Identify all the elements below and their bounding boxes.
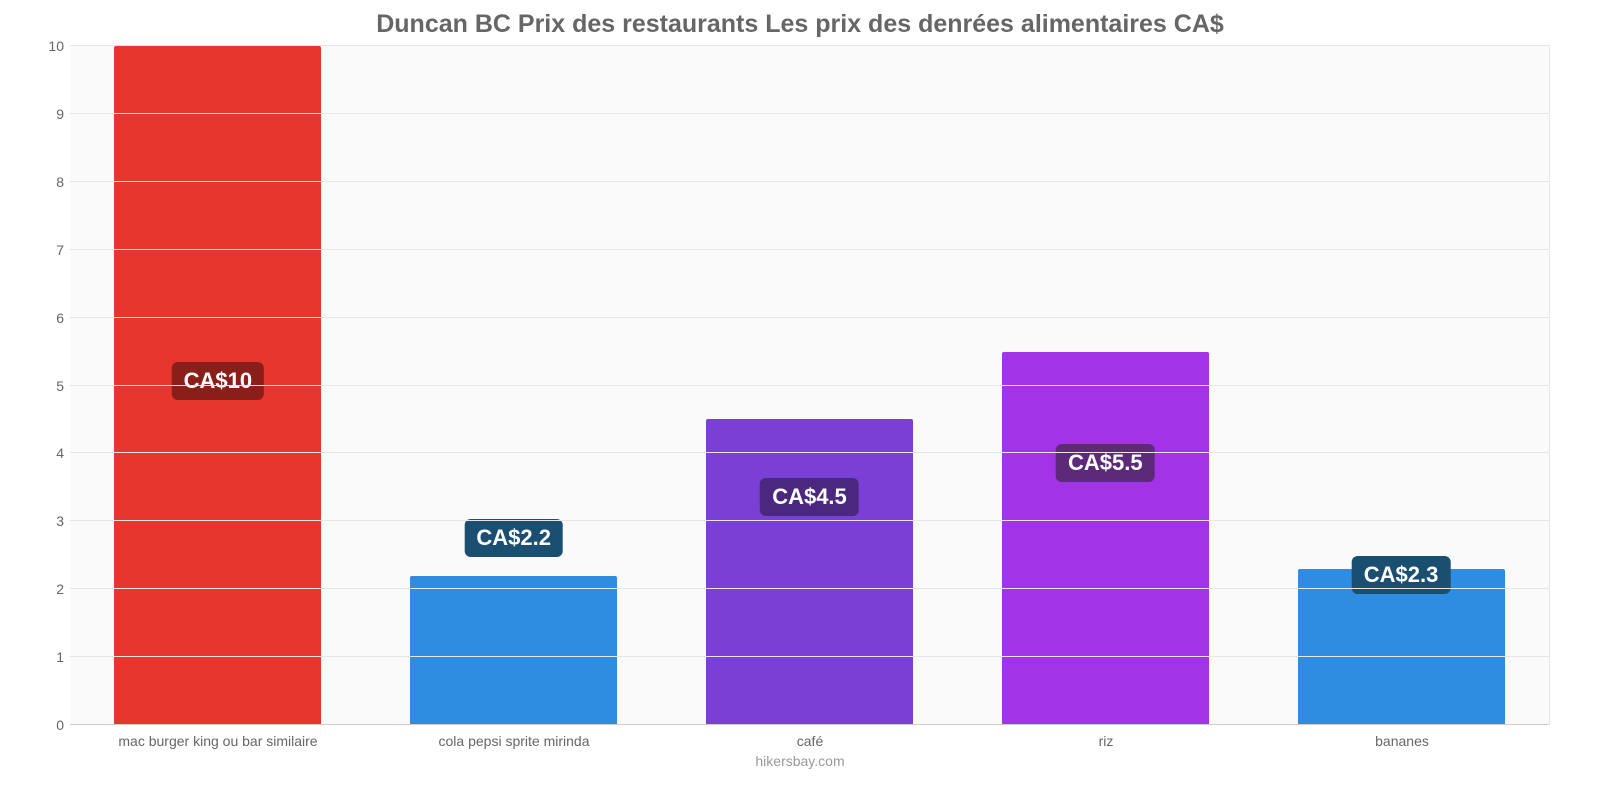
y-tick-label: 6 xyxy=(40,310,64,326)
bars-layer: CA$10 CA$2.2 CA$4.5 CA$5.5 CA$2.3 xyxy=(70,46,1549,725)
bar-value-label: CA$2.2 xyxy=(464,519,563,557)
y-tick-label: 4 xyxy=(40,445,64,461)
y-tick-label: 5 xyxy=(40,378,64,394)
x-axis-line xyxy=(70,724,1549,725)
bar-value-label: CA$4.5 xyxy=(760,478,859,516)
bar-slot: CA$2.2 xyxy=(366,46,662,725)
y-tick-label: 2 xyxy=(40,581,64,597)
chart-title: Duncan BC Prix des restaurants Les prix … xyxy=(40,0,1560,45)
source-caption: hikersbay.com xyxy=(40,749,1560,769)
x-tick-label: riz xyxy=(958,725,1254,749)
bar-slot: CA$5.5 xyxy=(957,46,1253,725)
x-tick-label: cola pepsi sprite mirinda xyxy=(366,725,662,749)
x-tick-label: café xyxy=(662,725,958,749)
y-tick-label: 1 xyxy=(40,649,64,665)
bar xyxy=(706,419,913,725)
y-tick-label: 9 xyxy=(40,106,64,122)
x-tick-label: mac burger king ou bar similaire xyxy=(70,725,366,749)
gridline xyxy=(70,181,1549,182)
y-tick-label: 0 xyxy=(40,717,64,733)
gridline xyxy=(70,317,1549,318)
gridline xyxy=(70,113,1549,114)
bar-slot: CA$2.3 xyxy=(1253,46,1549,725)
gridline xyxy=(70,452,1549,453)
gridline xyxy=(70,588,1549,589)
bar xyxy=(1002,352,1209,725)
plot-area: CA$10CA$2.2CA$4.5CA$5.5CA$2.3 0123456789… xyxy=(70,45,1550,725)
gridline xyxy=(70,656,1549,657)
x-tick-label: bananes xyxy=(1254,725,1550,749)
y-tick-label: 8 xyxy=(40,174,64,190)
gridline xyxy=(70,520,1549,521)
y-tick-label: 7 xyxy=(40,242,64,258)
gridline xyxy=(70,249,1549,250)
y-tick-label: 3 xyxy=(40,513,64,529)
bar-value-label: CA$10 xyxy=(172,362,264,400)
bar-value-label: CA$5.5 xyxy=(1056,444,1155,482)
y-tick-label: 10 xyxy=(40,38,64,54)
gridline xyxy=(70,385,1549,386)
bar-slot: CA$10 xyxy=(70,46,366,725)
bar-slot: CA$4.5 xyxy=(662,46,958,725)
chart-container: Duncan BC Prix des restaurants Les prix … xyxy=(0,0,1600,800)
x-axis-labels: mac burger king ou bar similairecola pep… xyxy=(70,725,1550,749)
bar xyxy=(410,576,617,725)
